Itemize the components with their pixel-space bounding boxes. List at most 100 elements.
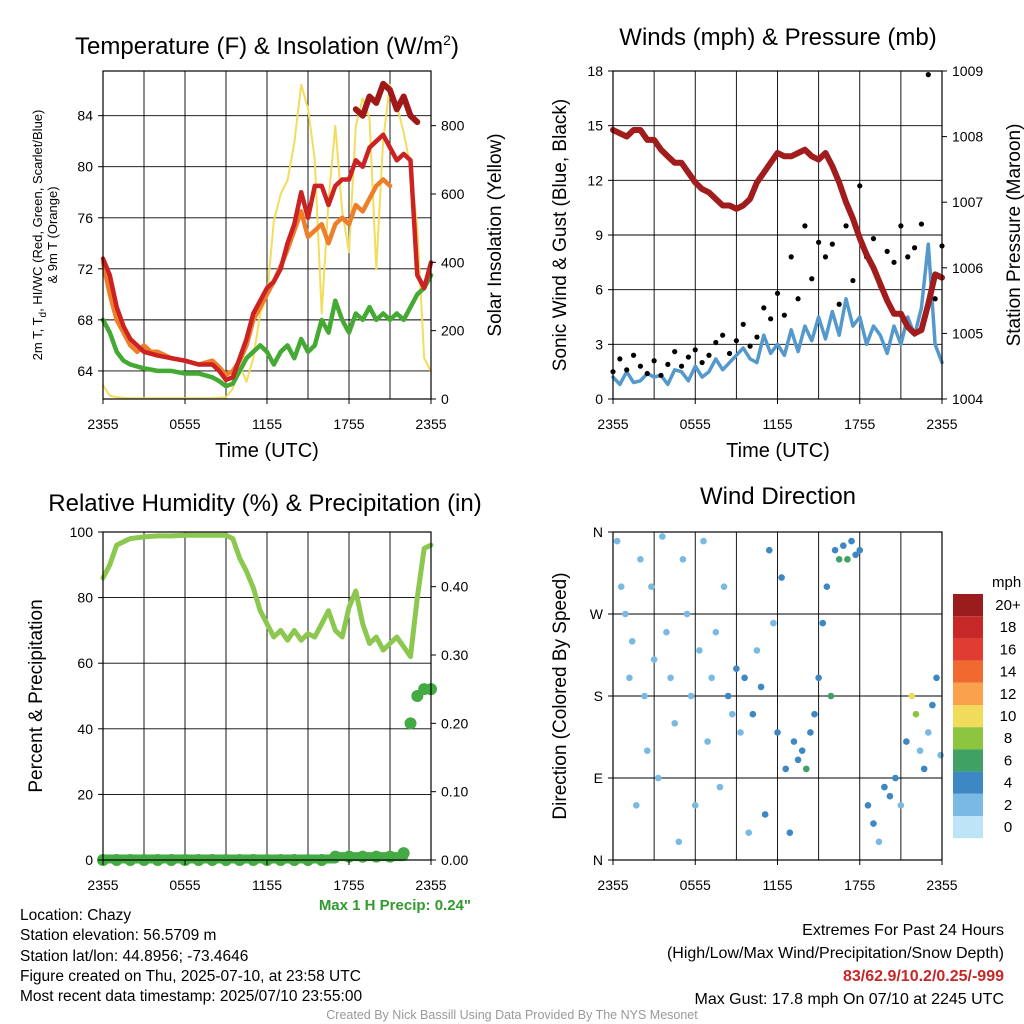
series-line-hi-wc <box>352 80 421 126</box>
gust-point <box>795 296 801 302</box>
gust-point <box>802 223 808 229</box>
x-tick-label: 1755 <box>844 877 875 893</box>
wind-direction-point <box>840 542 847 549</box>
y-tick-label-left: 84 <box>77 108 93 124</box>
series-line-solar-insolation <box>102 83 432 400</box>
y-tick-label-left: 68 <box>77 312 93 328</box>
winds-grid <box>612 70 943 400</box>
wind-direction-point <box>626 674 633 682</box>
gust-point <box>891 259 897 265</box>
x-tick-label: 1155 <box>762 416 792 432</box>
y-tick-label-left: 80 <box>77 590 93 606</box>
wind-direction-point <box>700 537 707 545</box>
series-line-td <box>100 272 434 389</box>
wind-direction-panel-title: Wind Direction <box>700 483 856 510</box>
legend-label: 10 <box>1000 708 1017 725</box>
wind-direction-point <box>774 729 781 736</box>
y-tick-label-left: 100 <box>70 524 94 540</box>
gust-point <box>692 347 698 353</box>
wind-direction-point <box>831 546 839 554</box>
wind-direction-point <box>848 537 855 545</box>
gust-point <box>658 372 664 378</box>
legend-label: 0 <box>1004 819 1012 836</box>
precip-point <box>397 847 410 860</box>
temperature-x-axis-label: Time (UTC) <box>215 440 319 462</box>
legend-label: 14 <box>1000 664 1017 681</box>
series-line-relative-humidity <box>100 532 434 660</box>
legend-swatch <box>953 771 983 794</box>
y-tick-label-right: 0.20 <box>441 715 468 731</box>
wind-direction-point <box>856 546 864 554</box>
x-tick-label: 2355 <box>415 877 446 893</box>
humidity-y-axis-label: Percent & Precipitation <box>26 599 47 792</box>
wind-direction-point <box>716 783 724 791</box>
gust-point <box>829 241 835 247</box>
legend-swatch <box>953 594 983 617</box>
temperature-series <box>100 80 434 400</box>
wind-direction-point <box>643 747 651 754</box>
gust-point <box>624 367 630 373</box>
legend-label: 12 <box>1000 686 1017 703</box>
gust-point <box>884 248 890 254</box>
wind-direction-point <box>659 533 666 540</box>
location-text: Location: Chazy <box>20 907 132 924</box>
x-tick-label: 0555 <box>680 877 711 893</box>
y-tick-label-right: 400 <box>441 254 465 270</box>
wind-direction-point <box>720 583 728 590</box>
y-tick-label-left: 64 <box>77 363 93 379</box>
wind-direction-point <box>844 556 851 563</box>
wind-direction-point <box>741 674 748 682</box>
gust-point <box>768 316 774 322</box>
x-tick-label: 1155 <box>252 877 282 893</box>
gust-point <box>816 239 822 245</box>
extremes-title: Extremes For Past 24 Hours <box>802 922 1004 939</box>
wind-direction-point <box>733 665 740 672</box>
gust-point <box>733 338 739 344</box>
wind-direction-point <box>761 811 769 818</box>
wind-direction-point <box>737 729 744 736</box>
wind-direction-point <box>815 674 822 682</box>
precip-point <box>384 850 396 863</box>
x-tick-label: 2355 <box>87 416 118 432</box>
gust-point <box>774 290 781 296</box>
y-tick-label-right: 1004 <box>952 391 983 407</box>
wind-direction-point <box>622 610 629 618</box>
gust-point <box>726 350 733 357</box>
y-tick-label-left: W <box>590 606 604 622</box>
gust-point <box>850 277 856 284</box>
wind-direction-point <box>671 720 678 727</box>
series-line-sonic-wind <box>611 242 944 387</box>
wind-direction-point <box>757 683 765 691</box>
winds-panel: Winds (mph) & Pressure (mb) 2355 0555 1155… <box>550 24 1024 462</box>
winds-y-axis-label: Sonic Wind & Gust (Blue, Black) <box>550 99 571 371</box>
precip-point <box>329 850 342 863</box>
extremes-values: 83/62.9/10.2/0.25/-999 <box>842 968 1004 985</box>
wind-direction-point <box>827 692 835 700</box>
wind-direction-point <box>770 619 777 627</box>
wind-direction-point <box>745 829 753 836</box>
wind-direction-tick-labels: 2355 0555 1155 1755 2355 N E S W N <box>590 524 958 893</box>
wind-direction-point <box>786 829 794 836</box>
gust-point <box>617 356 623 362</box>
humidity-grid <box>102 531 432 861</box>
y-tick-label-left: 6 <box>595 282 603 298</box>
gust-point <box>918 221 925 227</box>
wind-direction-point <box>728 710 736 718</box>
y-tick-label-left: 60 <box>77 655 93 671</box>
temperature-tick-labels: 2355 0555 1155 1755 2355 64 68 72 76 80 84 0 200 400 6… <box>77 108 464 432</box>
wind-direction-point <box>708 674 715 682</box>
x-tick-label: 0555 <box>680 416 711 432</box>
gust-point <box>644 370 650 377</box>
wind-direction-point <box>903 738 910 745</box>
wind-direction-point <box>870 820 877 827</box>
y-tick-label-right: 800 <box>441 118 465 134</box>
precip-point <box>356 850 369 863</box>
gust-point <box>843 223 849 229</box>
gust-point <box>822 254 829 260</box>
wind-direction-point <box>920 765 928 773</box>
x-tick-label: 2355 <box>415 416 446 432</box>
y-tick-label-left: E <box>594 770 603 786</box>
y-tick-label-right: 0.10 <box>441 784 468 800</box>
recent-text: Most recent data timestamp: 2025/07/10 2… <box>20 988 363 1006</box>
gust-point <box>788 254 794 260</box>
